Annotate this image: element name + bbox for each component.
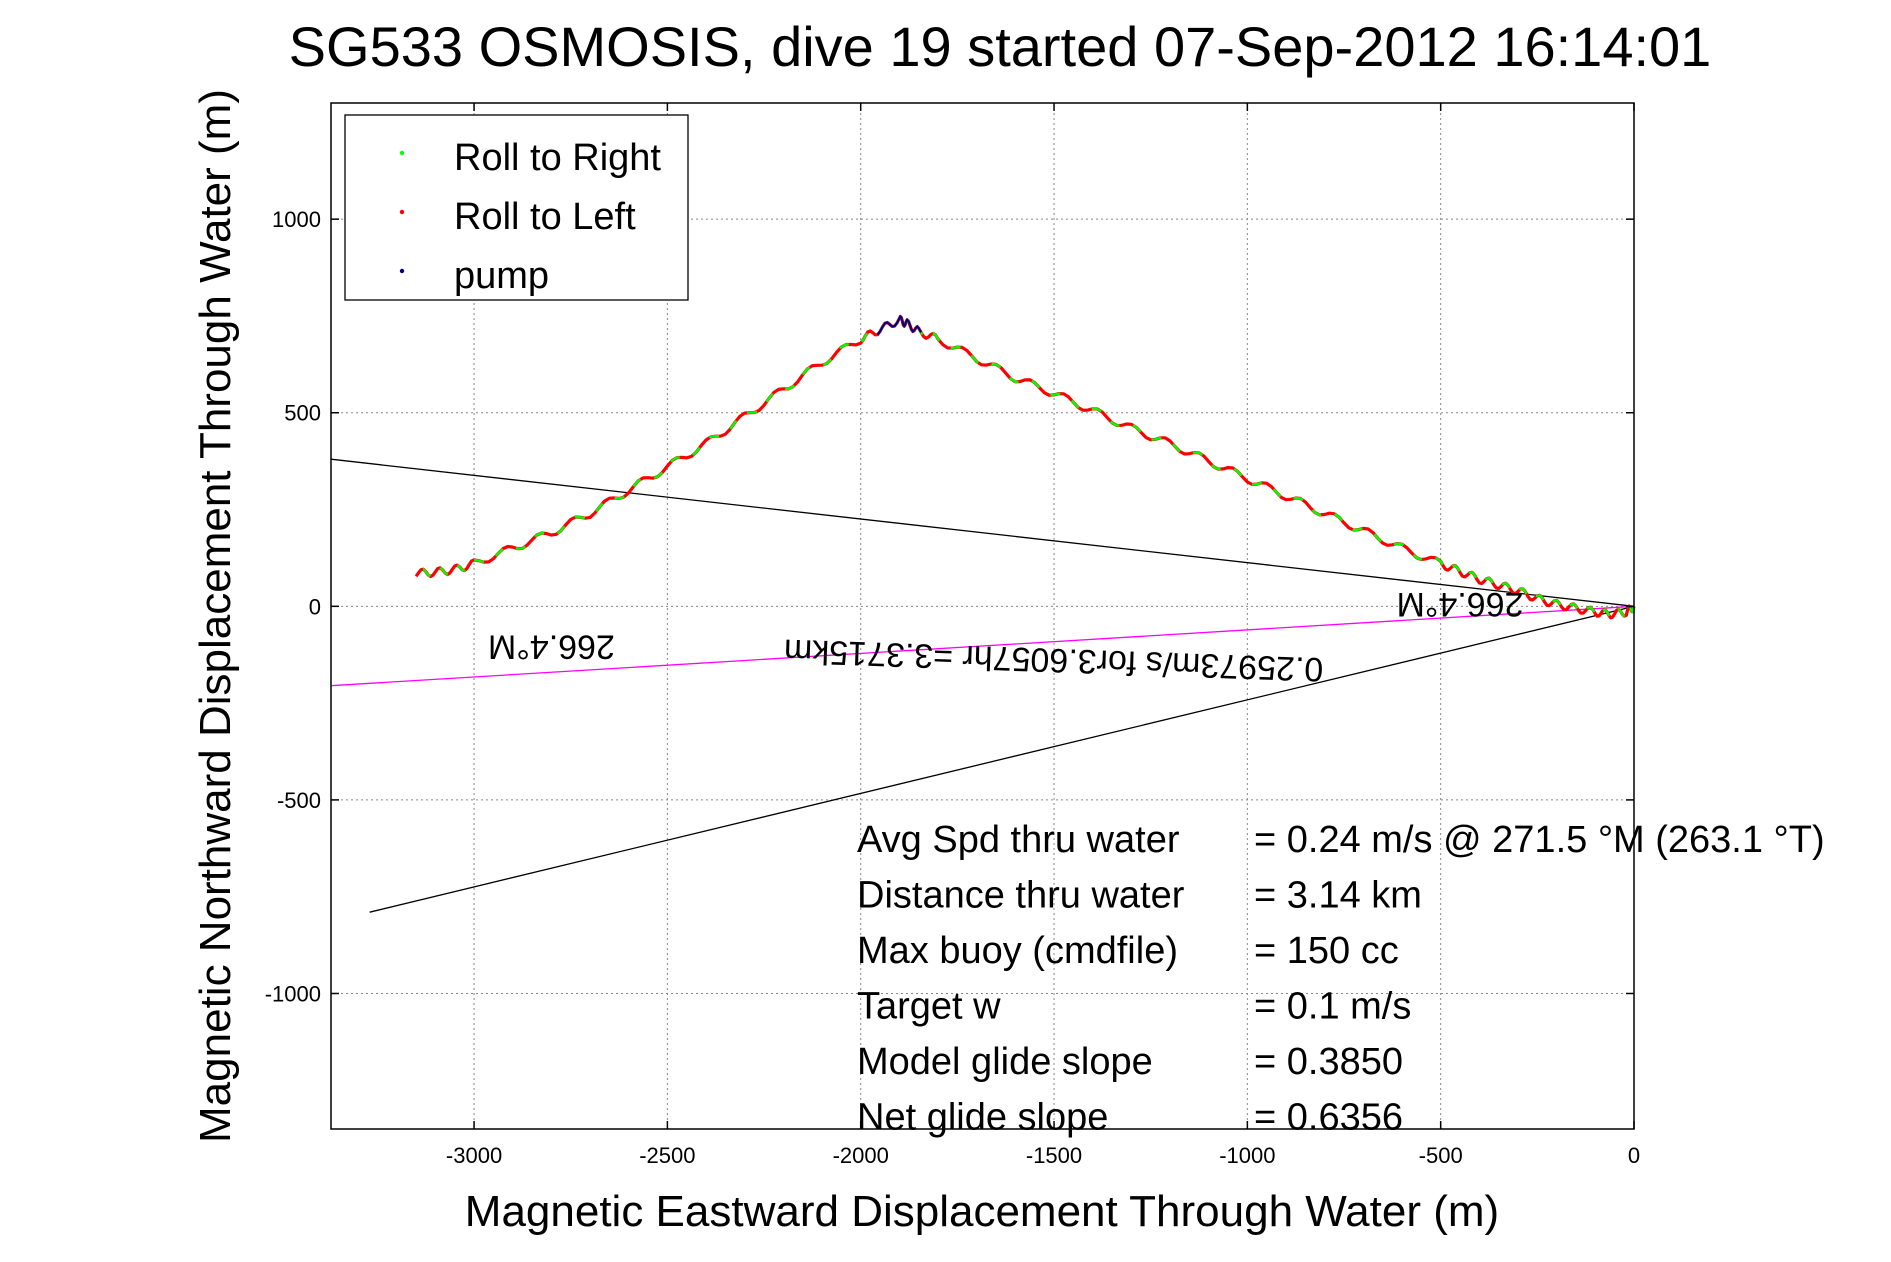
- stat-label: Max buoy (cmdfile): [857, 930, 1178, 972]
- stat-value: = 0.1 m/s: [1254, 986, 1411, 1028]
- stat-value: = 150 cc: [1254, 930, 1399, 972]
- legend-marker: [399, 268, 405, 274]
- y-tick-label: 1000: [272, 207, 321, 232]
- legend-entry-label: Roll to Left: [454, 196, 636, 238]
- stat-value: = 0.24 m/s @ 271.5 °M (263.1 °T): [1254, 819, 1825, 861]
- x-tick-label: -1000: [1219, 1143, 1275, 1168]
- x-tick-label: -3000: [446, 1143, 502, 1168]
- track-roll-right-line: [415, 314, 1636, 620]
- stat-value: = 0.6356: [1254, 1097, 1403, 1139]
- legend-entry-label: pump: [454, 255, 549, 297]
- legend-marker: [399, 150, 405, 156]
- upper-heading-line: [330, 458, 1635, 607]
- lower-heading-line: [369, 605, 1635, 913]
- stats-block: Avg Spd thru water = 0.24 m/s @ 271.5 °M …: [857, 819, 1825, 1139]
- stat-value: = 0.3850: [1254, 1041, 1403, 1083]
- stat-label: Model glide slope: [857, 1041, 1153, 1083]
- legend-marker: [399, 209, 405, 215]
- legend: Roll to Right Roll to Left pump: [344, 114, 689, 301]
- x-tick-label: -2500: [639, 1143, 695, 1168]
- axis-ticks: -3000 -2500 -2000 -1500 -1000 -500 0 -1000 -500 0…: [265, 103, 1640, 1168]
- dive-track: [414, 314, 1636, 620]
- y-tick-label: -500: [277, 788, 321, 813]
- stat-value: = 3.14 km: [1254, 875, 1422, 917]
- stat-label: Net glide slope: [857, 1097, 1108, 1139]
- x-tick-label: 0: [1628, 1143, 1640, 1168]
- stat-label: Target w: [857, 986, 1001, 1028]
- plot-frame: [330, 102, 1635, 1130]
- x-axis-label: Magnetic Eastward Displacement Through W…: [465, 1187, 1499, 1236]
- y-tick-label: 0: [309, 594, 321, 619]
- reference-lines: [330, 458, 1635, 913]
- y-axis-label: Magnetic Northward Displacement Through …: [191, 89, 240, 1143]
- x-tick-label: -500: [1419, 1143, 1463, 1168]
- heading-annotation: 266.4°M: [1396, 585, 1523, 623]
- average-line: [330, 605, 1635, 687]
- chart-title: SG533 OSMOSIS, dive 19 started 07-Sep-20…: [289, 15, 1712, 78]
- x-tick-label: -1500: [1026, 1143, 1082, 1168]
- x-tick-label: -2000: [833, 1143, 889, 1168]
- heading-annotation: 266.4°M: [488, 627, 615, 665]
- stat-label: Avg Spd thru water: [857, 819, 1180, 861]
- track-pump-line: [876, 314, 923, 336]
- y-tick-label: -1000: [265, 981, 321, 1006]
- stat-label: Distance thru water: [857, 875, 1185, 917]
- legend-entry-label: Roll to Right: [454, 137, 661, 179]
- legend-box: [344, 114, 689, 301]
- y-tick-label: 500: [284, 401, 321, 426]
